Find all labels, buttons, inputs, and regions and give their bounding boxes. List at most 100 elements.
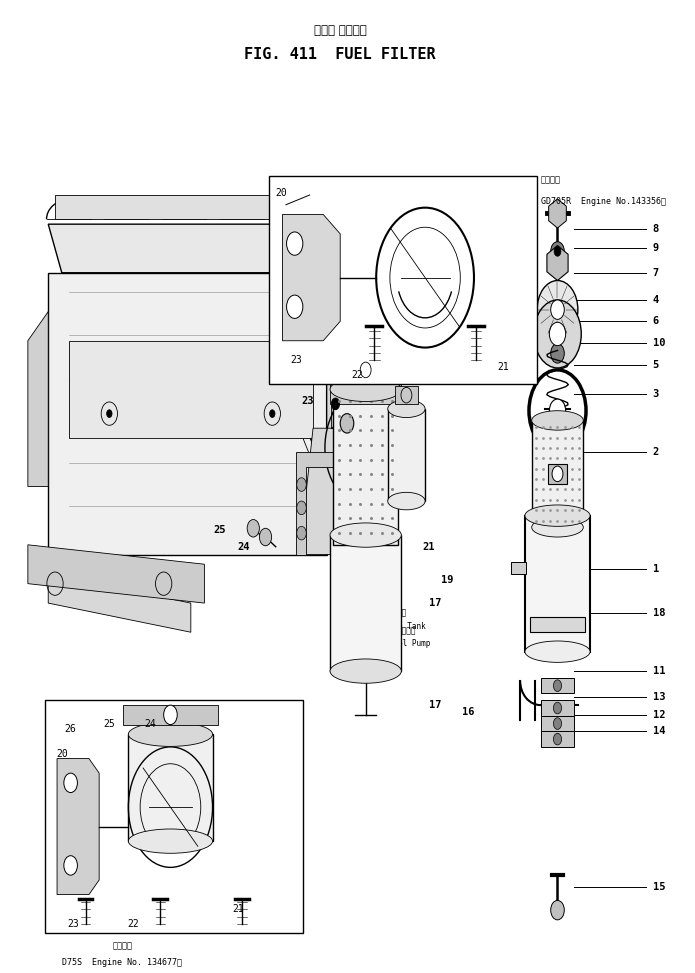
Text: GD705R  Engine No.143356〜: GD705R Engine No.143356〜 xyxy=(541,197,666,206)
Text: 1: 1 xyxy=(653,564,659,574)
Circle shape xyxy=(550,300,564,319)
Circle shape xyxy=(553,718,562,730)
Text: 24: 24 xyxy=(144,719,156,729)
Circle shape xyxy=(553,680,562,692)
Circle shape xyxy=(64,855,77,875)
Text: 13: 13 xyxy=(653,693,665,703)
Text: フェル フィルタ: フェル フィルタ xyxy=(314,23,366,37)
Circle shape xyxy=(534,300,581,368)
Circle shape xyxy=(297,526,306,540)
Bar xyxy=(548,464,567,484)
Bar xyxy=(331,190,343,428)
Bar xyxy=(55,195,327,219)
Text: 22: 22 xyxy=(127,919,139,928)
Text: 9: 9 xyxy=(653,243,659,253)
Circle shape xyxy=(332,398,340,410)
Bar xyxy=(129,735,213,841)
Text: フリュールタンクより: フリュールタンクより xyxy=(361,608,407,617)
Text: 24: 24 xyxy=(238,542,250,552)
Bar xyxy=(330,535,401,671)
Text: 21: 21 xyxy=(423,542,435,552)
Polygon shape xyxy=(300,428,354,555)
Ellipse shape xyxy=(330,659,401,683)
Polygon shape xyxy=(296,452,334,555)
Text: 8: 8 xyxy=(653,224,659,234)
Circle shape xyxy=(552,466,563,482)
Text: 適用番号: 適用番号 xyxy=(112,941,132,951)
Text: 20: 20 xyxy=(56,748,67,759)
Text: 16: 16 xyxy=(461,707,474,717)
Polygon shape xyxy=(48,555,191,632)
Polygon shape xyxy=(48,272,327,555)
Bar xyxy=(532,420,583,527)
Text: 21: 21 xyxy=(233,904,244,915)
Circle shape xyxy=(259,528,272,546)
Bar xyxy=(45,701,303,933)
Polygon shape xyxy=(48,224,341,272)
Bar xyxy=(541,678,575,694)
Polygon shape xyxy=(28,545,204,603)
Polygon shape xyxy=(327,272,341,555)
Bar xyxy=(388,409,425,501)
Text: 適用: 適用 xyxy=(554,529,562,535)
Circle shape xyxy=(341,414,354,433)
Ellipse shape xyxy=(330,523,401,547)
Circle shape xyxy=(106,410,112,417)
Text: 23: 23 xyxy=(302,396,314,406)
Text: 12: 12 xyxy=(653,710,665,720)
Text: 21: 21 xyxy=(498,362,509,372)
Bar xyxy=(525,516,590,652)
Circle shape xyxy=(537,280,578,339)
Text: 適用番号: 適用番号 xyxy=(541,175,561,185)
Bar xyxy=(541,701,575,716)
Text: 22: 22 xyxy=(333,417,345,427)
Polygon shape xyxy=(28,311,48,486)
Circle shape xyxy=(553,734,562,745)
Text: 23: 23 xyxy=(291,355,302,365)
Polygon shape xyxy=(282,214,341,341)
Circle shape xyxy=(247,520,259,537)
Ellipse shape xyxy=(388,400,425,417)
Polygon shape xyxy=(547,245,568,280)
Text: 19: 19 xyxy=(441,575,454,585)
Circle shape xyxy=(270,410,275,417)
Bar xyxy=(530,617,584,632)
Text: 15: 15 xyxy=(653,882,665,892)
Text: 5: 5 xyxy=(653,360,659,370)
Text: 25: 25 xyxy=(213,525,226,535)
Text: 20: 20 xyxy=(275,188,287,198)
Bar xyxy=(355,360,376,379)
Circle shape xyxy=(550,900,564,919)
Ellipse shape xyxy=(532,518,583,537)
Circle shape xyxy=(64,774,77,793)
Text: 22: 22 xyxy=(351,370,363,379)
Text: 14: 14 xyxy=(653,727,665,737)
Circle shape xyxy=(286,295,303,318)
Bar xyxy=(395,386,418,404)
Bar xyxy=(541,732,575,747)
Bar xyxy=(512,562,526,574)
Text: 17: 17 xyxy=(429,598,441,608)
Text: 20: 20 xyxy=(272,284,284,294)
Text: 7: 7 xyxy=(653,268,659,277)
Circle shape xyxy=(550,241,564,261)
Circle shape xyxy=(550,343,564,363)
Text: 10: 10 xyxy=(653,338,665,347)
Bar xyxy=(330,375,401,404)
Bar xyxy=(69,341,313,438)
Text: FIG. 411  FUEL FILTER: FIG. 411 FUEL FILTER xyxy=(245,48,436,62)
Ellipse shape xyxy=(525,505,590,526)
Text: 3: 3 xyxy=(653,389,659,399)
Text: 17: 17 xyxy=(429,701,441,710)
Ellipse shape xyxy=(129,829,213,853)
Circle shape xyxy=(297,478,306,491)
Polygon shape xyxy=(57,759,99,894)
Bar xyxy=(541,716,575,732)
Text: 11: 11 xyxy=(653,667,665,676)
Circle shape xyxy=(286,232,303,255)
Text: PTアスフィールポンプへ: PTアスフィールポンプへ xyxy=(361,626,416,634)
Text: 26: 26 xyxy=(65,725,76,735)
Bar xyxy=(334,389,398,545)
Bar xyxy=(269,175,537,384)
Ellipse shape xyxy=(129,722,213,746)
